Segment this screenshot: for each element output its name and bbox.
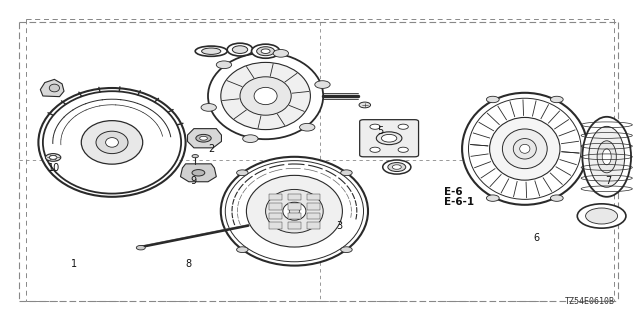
- Circle shape: [49, 156, 57, 159]
- Polygon shape: [180, 164, 216, 182]
- Circle shape: [243, 135, 258, 142]
- Ellipse shape: [43, 91, 181, 194]
- Ellipse shape: [232, 46, 248, 53]
- Ellipse shape: [289, 207, 300, 215]
- Ellipse shape: [81, 121, 143, 164]
- Ellipse shape: [192, 170, 205, 176]
- Bar: [307, 203, 320, 210]
- Circle shape: [315, 81, 330, 88]
- Ellipse shape: [582, 117, 631, 197]
- Text: 9: 9: [190, 176, 196, 186]
- Bar: [288, 203, 301, 210]
- Circle shape: [136, 245, 145, 250]
- Ellipse shape: [462, 93, 588, 205]
- Ellipse shape: [597, 141, 616, 173]
- Ellipse shape: [261, 49, 270, 53]
- Bar: [307, 213, 320, 219]
- Ellipse shape: [381, 134, 397, 142]
- Circle shape: [273, 50, 289, 57]
- Ellipse shape: [266, 189, 323, 233]
- Text: E-6: E-6: [444, 187, 462, 197]
- Ellipse shape: [589, 126, 625, 187]
- Ellipse shape: [202, 48, 221, 54]
- Circle shape: [398, 124, 408, 129]
- Ellipse shape: [577, 204, 626, 228]
- Circle shape: [370, 124, 380, 129]
- Ellipse shape: [520, 144, 530, 153]
- Bar: [288, 222, 301, 229]
- Text: 8: 8: [186, 259, 192, 269]
- Ellipse shape: [221, 157, 368, 266]
- Ellipse shape: [392, 165, 401, 169]
- Text: 10: 10: [48, 163, 61, 173]
- Ellipse shape: [602, 149, 611, 165]
- Ellipse shape: [388, 163, 406, 172]
- Ellipse shape: [208, 53, 323, 139]
- Bar: [307, 194, 320, 200]
- Text: 1: 1: [70, 259, 77, 269]
- Circle shape: [216, 61, 232, 68]
- Ellipse shape: [283, 202, 306, 220]
- Text: 3: 3: [336, 220, 342, 231]
- Ellipse shape: [200, 136, 207, 140]
- Ellipse shape: [252, 44, 280, 58]
- Circle shape: [340, 247, 352, 252]
- Ellipse shape: [192, 155, 198, 158]
- Polygon shape: [188, 129, 221, 148]
- Bar: [269, 194, 282, 200]
- Ellipse shape: [49, 84, 60, 92]
- Ellipse shape: [502, 129, 547, 169]
- Ellipse shape: [227, 43, 253, 56]
- Ellipse shape: [490, 117, 560, 180]
- Ellipse shape: [106, 138, 118, 147]
- Circle shape: [45, 154, 61, 161]
- Text: E-6-1: E-6-1: [444, 197, 474, 207]
- Bar: [269, 203, 282, 210]
- Circle shape: [237, 247, 248, 252]
- Circle shape: [486, 96, 499, 103]
- Text: 2: 2: [208, 144, 214, 154]
- Ellipse shape: [376, 132, 402, 145]
- Ellipse shape: [586, 208, 618, 224]
- Ellipse shape: [246, 175, 342, 247]
- Circle shape: [340, 170, 352, 176]
- Text: 7: 7: [605, 176, 611, 186]
- Circle shape: [359, 102, 371, 108]
- Ellipse shape: [513, 139, 536, 159]
- Circle shape: [201, 104, 216, 111]
- Circle shape: [550, 96, 563, 103]
- Ellipse shape: [221, 62, 310, 130]
- Bar: [307, 222, 320, 229]
- Ellipse shape: [196, 134, 211, 142]
- Text: 6: 6: [533, 233, 540, 244]
- Ellipse shape: [383, 160, 411, 174]
- Ellipse shape: [195, 46, 227, 56]
- Text: 5: 5: [378, 126, 384, 136]
- Text: TZ54E0610B: TZ54E0610B: [564, 297, 614, 306]
- Bar: [288, 194, 301, 200]
- Bar: [269, 213, 282, 219]
- Circle shape: [550, 195, 563, 201]
- Ellipse shape: [254, 87, 277, 105]
- Circle shape: [237, 170, 248, 176]
- Ellipse shape: [240, 77, 291, 115]
- Circle shape: [370, 147, 380, 152]
- Circle shape: [486, 195, 499, 201]
- Bar: [288, 213, 301, 219]
- Bar: [269, 222, 282, 229]
- FancyBboxPatch shape: [360, 120, 419, 157]
- Ellipse shape: [257, 47, 275, 56]
- Polygon shape: [40, 79, 64, 97]
- Circle shape: [300, 124, 315, 131]
- Ellipse shape: [96, 131, 128, 154]
- Circle shape: [398, 147, 408, 152]
